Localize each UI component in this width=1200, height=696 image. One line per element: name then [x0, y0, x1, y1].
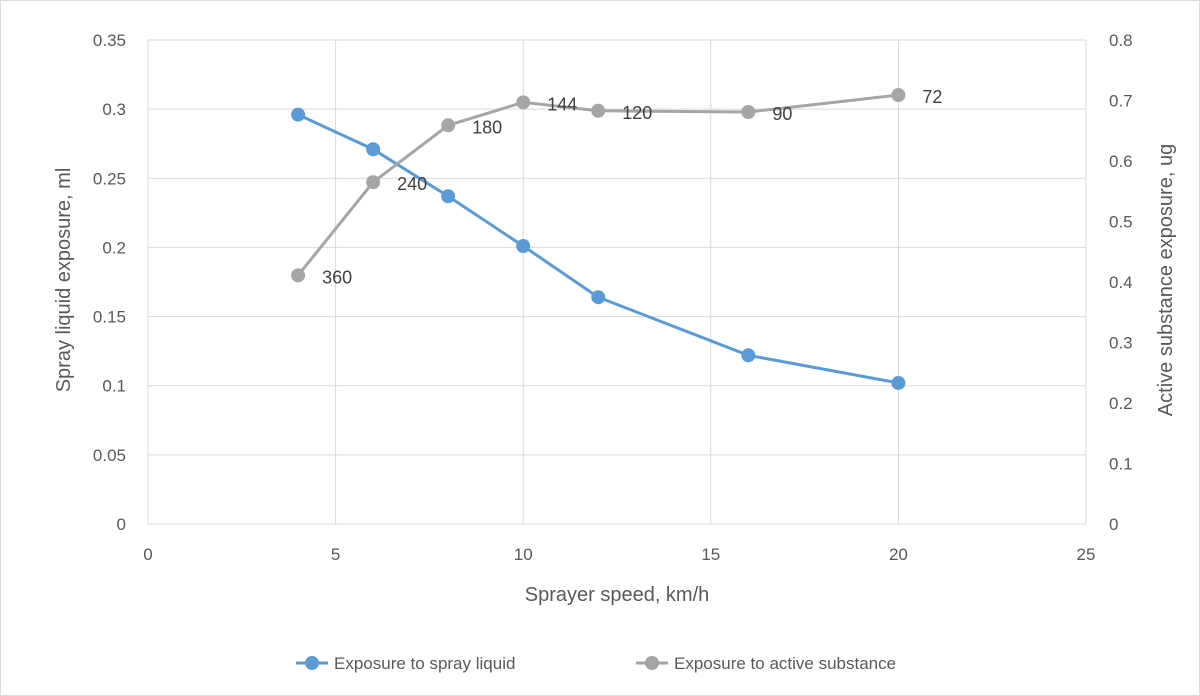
data-point-0-6: [891, 375, 906, 390]
legend-marker-active-substance: [645, 656, 659, 670]
data-point-1-6: [891, 88, 906, 103]
y-tick-label: 0.15: [93, 308, 126, 327]
series-line-1: [296, 93, 899, 277]
legend-marker-spray-liquid: [305, 656, 319, 670]
legend-entry-spray-liquid: Exposure to spray liquid: [334, 654, 515, 673]
data-point-0-4: [591, 290, 606, 305]
data-point-1-2: [441, 118, 456, 133]
data-label-1: 240: [397, 174, 427, 194]
y2-tick-label: 0.3: [1109, 334, 1133, 353]
x-tick-label: 25: [1077, 545, 1096, 564]
legend-entry-active-substance: Exposure to active substance: [674, 654, 896, 673]
y-tick-label: 0.2: [102, 238, 126, 257]
data-point-1-5: [741, 104, 756, 119]
data-point-1-4: [591, 103, 606, 118]
data-label-0: 360: [322, 267, 352, 287]
y2-tick-label: 0: [1109, 515, 1118, 534]
series-layer: [291, 88, 906, 390]
x-tick-label: 10: [514, 545, 533, 564]
x-tick-label: 20: [889, 545, 908, 564]
data-labels: 360 240 180 144 120 90 72: [322, 87, 942, 287]
y2-axis-title: Active substance exposure, ug: [1155, 144, 1177, 416]
y-axis-title: Spray liquid exposure, ml: [53, 168, 75, 393]
data-point-1-1: [366, 175, 381, 190]
data-label-5: 90: [772, 104, 792, 124]
y2-tick-label: 0.6: [1109, 152, 1133, 171]
series-line-0: [297, 113, 899, 385]
y-tick-label: 0: [117, 515, 126, 534]
y-tick-label: 0.25: [93, 169, 126, 188]
x-tick-label: 15: [701, 545, 720, 564]
y-tick-label: 0.05: [93, 446, 126, 465]
y2-tick-label: 0.7: [1109, 92, 1133, 111]
data-point-0-2: [441, 189, 456, 204]
data-point-0-5: [741, 348, 756, 363]
y2-tick-label: 0.2: [1109, 394, 1133, 413]
y2-tick-label: 0.1: [1109, 455, 1133, 474]
data-label-4: 120: [622, 103, 652, 123]
x-tick-label: 0: [143, 545, 152, 564]
data-label-6: 72: [922, 87, 942, 107]
data-point-1-3: [516, 95, 531, 110]
x-axis-title: Sprayer speed, km/h: [525, 584, 710, 606]
legend: Exposure to spray liquid Exposure to act…: [296, 654, 896, 673]
y2-tick-label: 0.5: [1109, 213, 1133, 232]
data-label-3: 144: [547, 94, 577, 114]
x-tick-label: 5: [331, 545, 340, 564]
y-tick-label: 0.1: [102, 377, 126, 396]
data-label-2: 180: [472, 117, 502, 137]
y2-tick-label: 0.4: [1109, 273, 1133, 292]
y2-tick-label: 0.8: [1109, 31, 1133, 50]
data-point-0-3: [516, 239, 531, 254]
data-point-1-0: [291, 268, 306, 283]
data-point-0-0: [291, 107, 306, 122]
y-tick-label: 0.3: [102, 100, 126, 119]
grid-lines: [147, 39, 1087, 525]
data-point-0-1: [366, 142, 381, 157]
tick-labels: 0 0.05 0.1 0.15 0.2 0.25 0.3 0.35 0 5 10 15 20 25 0 0.1…: [93, 31, 1133, 564]
y-tick-label: 0.35: [93, 31, 126, 50]
